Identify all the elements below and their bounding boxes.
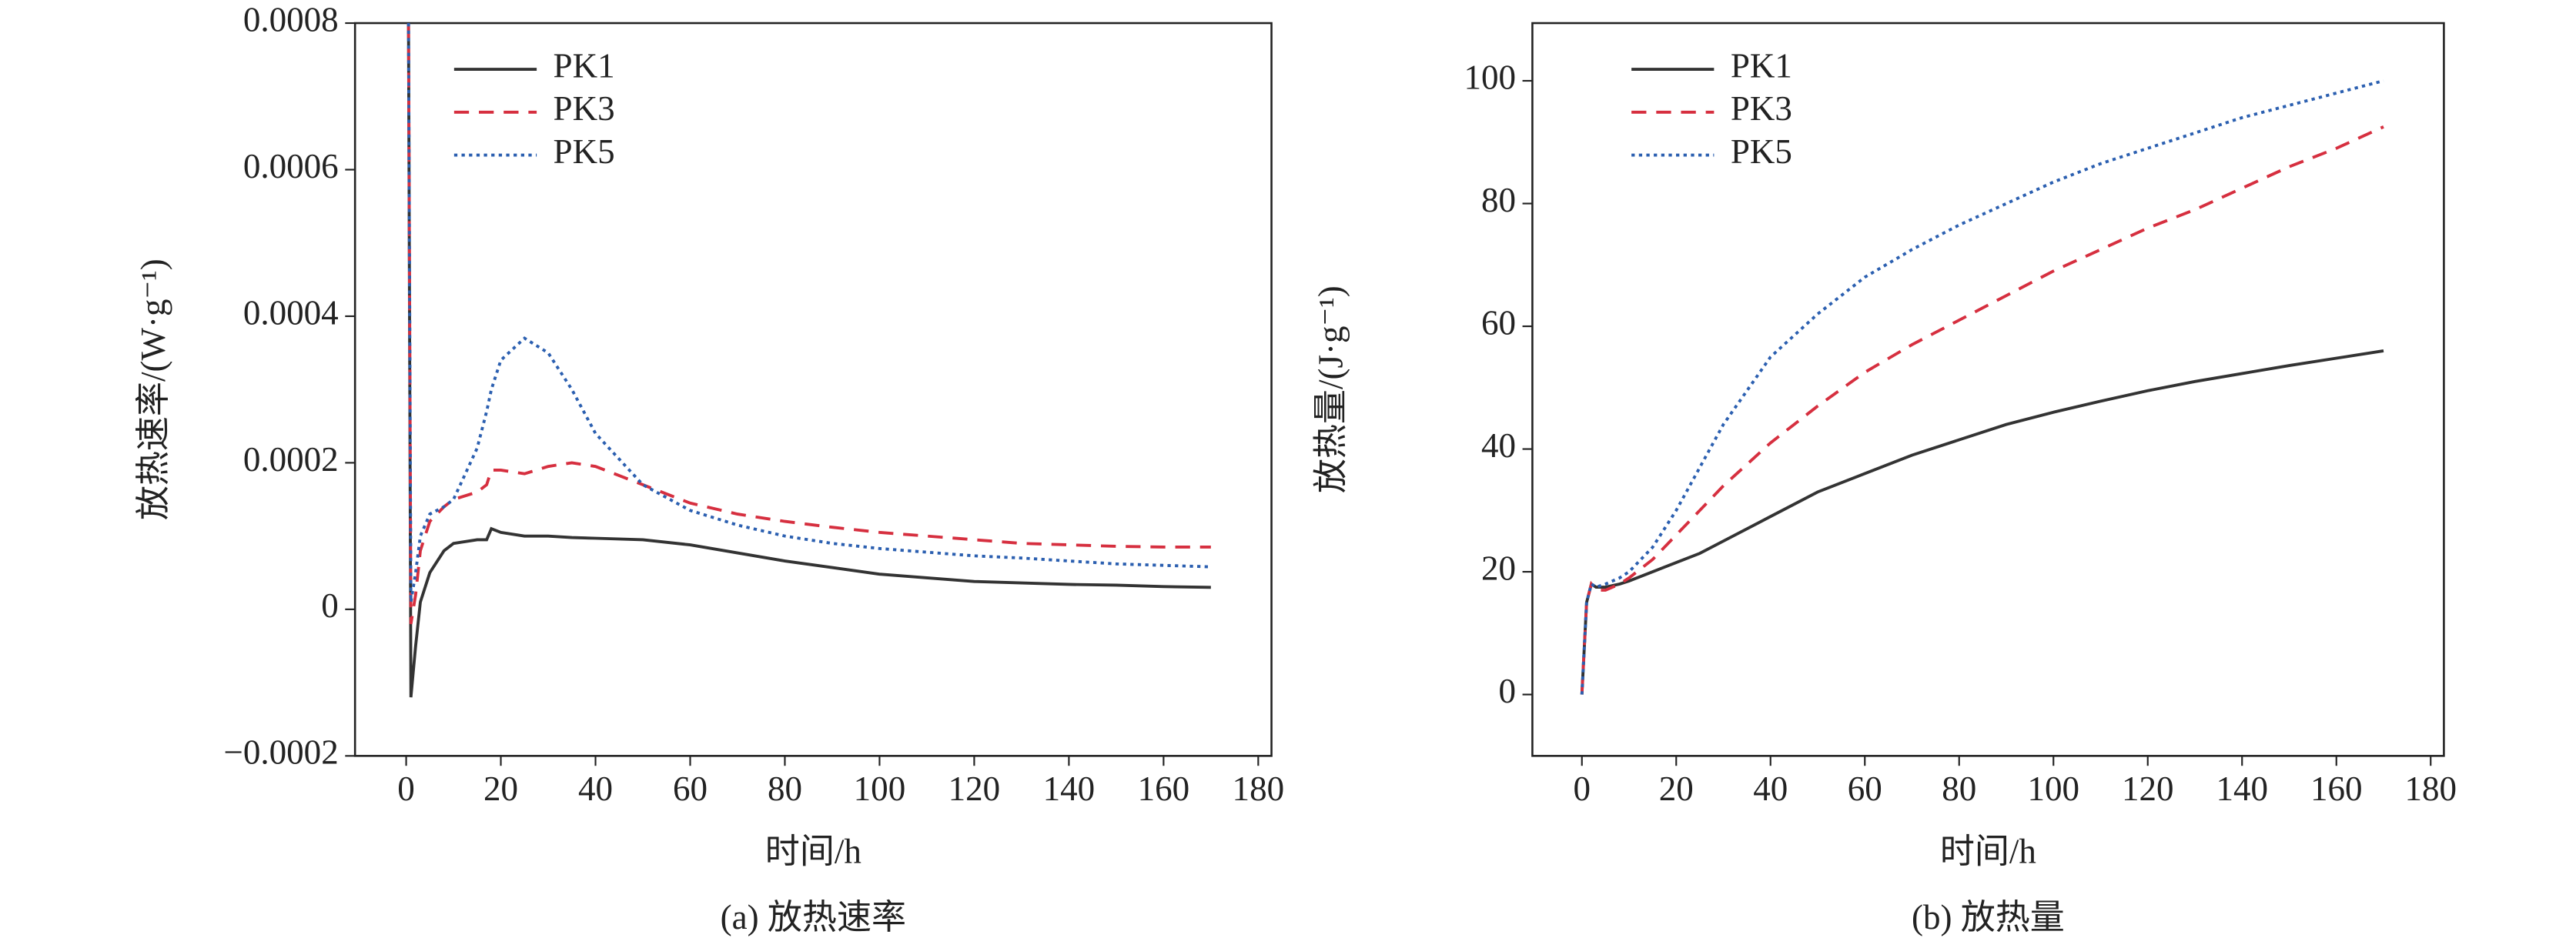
legend-label: PK5 <box>1731 132 1792 171</box>
x-tick-label: 60 <box>673 769 708 808</box>
plot-frame <box>353 22 1273 757</box>
x-tick-label: 120 <box>948 769 1001 808</box>
x-tick-label: 180 <box>1233 769 1285 808</box>
x-tick-label: 180 <box>2404 769 2457 808</box>
x-tick-label: 20 <box>1659 769 1694 808</box>
legend-label: PK3 <box>1731 89 1792 128</box>
y-tick-label: 0 <box>1498 672 1516 710</box>
data-line <box>1580 79 2384 695</box>
x-tick-label: 40 <box>578 769 613 808</box>
y-tick-label: 80 <box>1481 181 1516 219</box>
x-tick-label: 100 <box>854 769 906 808</box>
data-line <box>1580 349 2384 695</box>
plot-frame <box>1531 22 2445 757</box>
y-tick-label: 0.0004 <box>243 293 339 332</box>
x-tick-label: 140 <box>2216 769 2268 808</box>
x-axis-label: 时间/h <box>1940 832 2036 870</box>
caption: (a) 放热速率 <box>721 898 906 936</box>
x-tick-label: 160 <box>2310 769 2363 808</box>
x-tick-label: 0 <box>1573 769 1591 808</box>
x-tick-label: 160 <box>1138 769 1190 808</box>
data-line <box>1580 125 2384 695</box>
legend-label: PK1 <box>1731 46 1792 85</box>
y-tick-label: 60 <box>1481 303 1516 342</box>
plot-lines <box>406 23 1211 698</box>
plot-lines <box>1580 79 2384 695</box>
y-tick-label: 100 <box>1464 58 1516 96</box>
legend-label: PK1 <box>554 46 615 85</box>
x-tick-label: 40 <box>1753 769 1788 808</box>
y-tick-label: 0.0008 <box>243 0 339 38</box>
data-line <box>406 23 1211 603</box>
caption: (b) 放热量 <box>1912 898 2065 936</box>
y-tick-label: 0.0002 <box>243 440 339 479</box>
x-tick-label: 20 <box>483 769 518 808</box>
x-tick-label: 0 <box>397 769 415 808</box>
y-tick-label: 40 <box>1481 426 1516 465</box>
x-tick-label: 80 <box>1942 769 1976 808</box>
y-tick-label: −0.0002 <box>223 733 338 772</box>
y-tick-label: 0.0006 <box>243 147 339 185</box>
y-axis-label: 放热量/(J·g⁻¹) <box>1311 285 1350 493</box>
x-tick-label: 100 <box>2027 769 2079 808</box>
legend-label: PK5 <box>554 132 615 171</box>
x-tick-label: 140 <box>1043 769 1096 808</box>
y-axis-label: 放热速率/(W·g⁻¹) <box>134 259 172 520</box>
x-tick-label: 120 <box>2122 769 2174 808</box>
y-tick-label: 0 <box>321 586 339 625</box>
data-line <box>406 23 1211 698</box>
x-axis-label: 时间/h <box>765 832 861 870</box>
x-tick-label: 80 <box>768 769 802 808</box>
x-tick-label: 60 <box>1848 769 1882 808</box>
legend-label: PK3 <box>554 89 615 128</box>
y-tick-label: 20 <box>1481 549 1516 587</box>
